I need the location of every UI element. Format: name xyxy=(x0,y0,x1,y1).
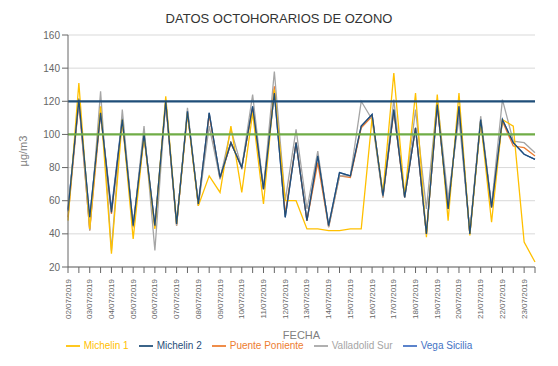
svg-text:14/07/2019: 14/07/2019 xyxy=(324,278,333,319)
svg-text:04/07/2019: 04/07/2019 xyxy=(107,278,116,319)
html-text:DATOS OCTOHORARIOS DE OZONO: DATOS OCTOHORARIOS DE OZONO xyxy=(165,11,393,26)
svg-text:140: 140 xyxy=(43,63,60,74)
svg-text:22/07/2019: 22/07/2019 xyxy=(498,278,507,319)
html-text:Michelin 2: Michelin 2 xyxy=(156,339,202,351)
html-text:Michelin 1: Michelin 1 xyxy=(83,339,129,351)
svg-text:10/07/2019: 10/07/2019 xyxy=(237,278,246,319)
svg-text:120: 120 xyxy=(43,96,60,107)
svg-text:18/07/2019: 18/07/2019 xyxy=(411,278,420,319)
svg-text:06/07/2019: 06/07/2019 xyxy=(150,278,159,319)
svg-text:FECHA: FECHA xyxy=(283,329,321,341)
svg-text:05/07/2019: 05/07/2019 xyxy=(129,278,138,319)
svg-text:15/07/2019: 15/07/2019 xyxy=(346,278,355,319)
html-text:Valladolid Sur: Valladolid Sur xyxy=(331,339,393,351)
svg-text:23/07/2019: 23/07/2019 xyxy=(520,278,529,319)
svg-text:13/07/2019: 13/07/2019 xyxy=(302,278,311,319)
svg-text:21/07/2019: 21/07/2019 xyxy=(476,278,485,319)
svg-text:09/07/2019: 09/07/2019 xyxy=(216,278,225,319)
svg-text:19/07/2019: 19/07/2019 xyxy=(433,278,442,319)
svg-text:03/07/2019: 03/07/2019 xyxy=(85,278,94,319)
svg-text:40: 40 xyxy=(49,228,61,239)
svg-text:80: 80 xyxy=(49,162,61,173)
svg-text:16/07/2019: 16/07/2019 xyxy=(368,278,377,319)
svg-text:17/07/2019: 17/07/2019 xyxy=(389,278,398,319)
svg-text:20/07/2019: 20/07/2019 xyxy=(454,278,463,319)
svg-text:100: 100 xyxy=(43,129,60,140)
svg-text:160: 160 xyxy=(43,30,60,41)
svg-text:11/07/2019: 11/07/2019 xyxy=(259,278,268,318)
html-text:Puente Poniente: Puente Poniente xyxy=(229,339,304,351)
svg-text:60: 60 xyxy=(49,195,61,206)
svg-text:20: 20 xyxy=(49,262,61,273)
svg-text:µg/m3: µg/m3 xyxy=(17,136,29,167)
html-text:Vega Sicilia: Vega Sicilia xyxy=(420,339,473,351)
svg-text:07/07/2019: 07/07/2019 xyxy=(172,278,181,319)
svg-text:12/07/2019: 12/07/2019 xyxy=(281,278,290,319)
svg-text:08/07/2019: 08/07/2019 xyxy=(194,278,203,319)
svg-text:02/07/2019: 02/07/2019 xyxy=(64,278,73,319)
